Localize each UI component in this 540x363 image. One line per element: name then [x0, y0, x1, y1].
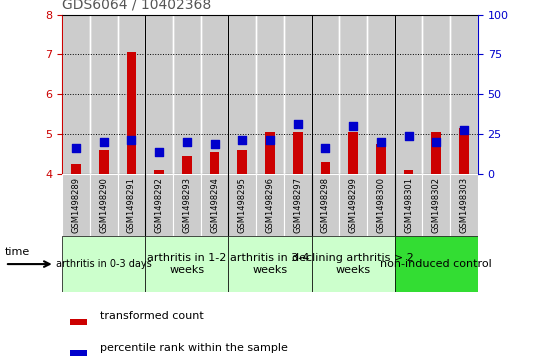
Bar: [173, 15, 201, 174]
Bar: [256, 15, 284, 174]
Text: GSM1498291: GSM1498291: [127, 177, 136, 233]
Point: [321, 145, 330, 151]
Text: GSM1498297: GSM1498297: [293, 177, 302, 233]
Bar: [99, 150, 109, 174]
Text: non-induced control: non-induced control: [381, 259, 492, 269]
Bar: [118, 15, 145, 174]
Point: [183, 139, 191, 145]
Point: [404, 133, 413, 139]
Bar: [376, 144, 386, 174]
Point: [293, 121, 302, 127]
Bar: [210, 152, 219, 174]
Bar: [201, 174, 228, 236]
Bar: [284, 15, 312, 174]
Text: arthritis in 0-3 days: arthritis in 0-3 days: [56, 259, 152, 269]
Bar: [256, 174, 284, 236]
Text: GSM1498289: GSM1498289: [71, 177, 80, 233]
Text: time: time: [5, 247, 30, 257]
Bar: [450, 174, 478, 236]
Point: [460, 127, 468, 133]
Bar: [367, 15, 395, 174]
Bar: [339, 174, 367, 236]
Bar: [145, 174, 173, 236]
Text: arthritis in 3-4
weeks: arthritis in 3-4 weeks: [231, 253, 309, 275]
Bar: [90, 174, 118, 236]
Bar: [265, 132, 275, 174]
Text: GSM1498300: GSM1498300: [376, 177, 386, 233]
Bar: [395, 15, 422, 174]
Text: transformed count: transformed count: [99, 311, 203, 321]
Bar: [312, 15, 339, 174]
Bar: [321, 162, 330, 174]
Bar: [293, 132, 302, 174]
Text: GSM1498303: GSM1498303: [460, 177, 469, 233]
Bar: [339, 15, 367, 174]
Point: [238, 137, 247, 143]
Bar: [62, 174, 90, 236]
Bar: [228, 236, 312, 292]
Bar: [395, 236, 478, 292]
Bar: [173, 174, 201, 236]
Bar: [71, 164, 81, 174]
Text: GSM1498292: GSM1498292: [154, 177, 164, 233]
Bar: [284, 174, 312, 236]
Bar: [126, 53, 136, 174]
Point: [376, 139, 385, 145]
Text: GSM1498301: GSM1498301: [404, 177, 413, 233]
Bar: [238, 150, 247, 174]
Bar: [182, 156, 192, 174]
Bar: [422, 174, 450, 236]
Bar: [228, 15, 256, 174]
Bar: [70, 350, 87, 356]
Bar: [422, 15, 450, 174]
Bar: [201, 15, 228, 174]
Text: GSM1498294: GSM1498294: [210, 177, 219, 233]
Bar: [348, 132, 358, 174]
Bar: [395, 174, 422, 236]
Point: [210, 141, 219, 147]
Point: [72, 145, 80, 151]
Point: [155, 150, 164, 155]
Text: GSM1498290: GSM1498290: [99, 177, 108, 233]
Bar: [90, 15, 118, 174]
Text: GSM1498293: GSM1498293: [183, 177, 191, 233]
Text: GSM1498298: GSM1498298: [321, 177, 330, 233]
Point: [127, 137, 136, 143]
Text: percentile rank within the sample: percentile rank within the sample: [99, 343, 287, 353]
Bar: [62, 15, 90, 174]
Point: [99, 139, 108, 145]
Bar: [404, 170, 414, 174]
Text: arthritis in 1-2
weeks: arthritis in 1-2 weeks: [147, 253, 226, 275]
Bar: [367, 174, 395, 236]
Text: GSM1498299: GSM1498299: [349, 177, 357, 233]
Text: GSM1498295: GSM1498295: [238, 177, 247, 233]
Bar: [70, 319, 87, 325]
Bar: [459, 128, 469, 174]
Bar: [62, 236, 145, 292]
Bar: [450, 15, 478, 174]
Bar: [145, 236, 228, 292]
Point: [349, 123, 357, 129]
Bar: [312, 236, 395, 292]
Bar: [118, 174, 145, 236]
Text: GSM1498296: GSM1498296: [266, 177, 274, 233]
Bar: [228, 174, 256, 236]
Text: declining arthritis > 2
weeks: declining arthritis > 2 weeks: [292, 253, 414, 275]
Text: GDS6064 / 10402368: GDS6064 / 10402368: [62, 0, 211, 12]
Point: [266, 137, 274, 143]
Bar: [312, 174, 339, 236]
Bar: [145, 15, 173, 174]
Point: [432, 139, 441, 145]
Bar: [431, 132, 441, 174]
Text: GSM1498302: GSM1498302: [432, 177, 441, 233]
Bar: [154, 170, 164, 174]
